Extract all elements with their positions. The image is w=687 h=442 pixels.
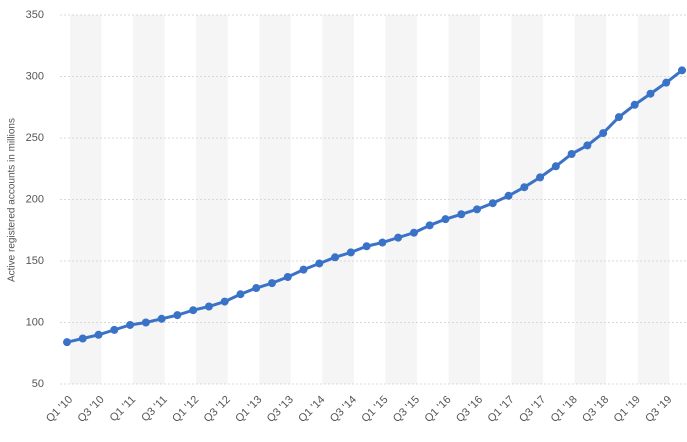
- point: [678, 66, 686, 75]
- point: [425, 221, 434, 230]
- y-tick-label: 50: [32, 378, 44, 390]
- y-tick-label: 100: [26, 316, 44, 328]
- x-tick-label: Q1 '18: [549, 394, 580, 425]
- x-tick-label: Q3 '17: [517, 394, 548, 425]
- y-tick-label: 350: [26, 9, 44, 21]
- x-tick-label: Q3 '12: [202, 394, 233, 425]
- x-tick-label: Q3 '11: [139, 394, 170, 425]
- point: [362, 242, 371, 251]
- line: [66, 69, 683, 344]
- point: [346, 248, 355, 257]
- x-tick-label: Q3 '14: [328, 394, 359, 425]
- point: [189, 306, 198, 315]
- y-tick-label: 200: [26, 193, 44, 205]
- point: [457, 210, 466, 219]
- point: [268, 279, 276, 288]
- point: [646, 89, 655, 98]
- x-tick-label: Q1 '13: [233, 394, 264, 425]
- y-tick-label: 150: [26, 255, 44, 267]
- x-tick-label: Q1 '10: [44, 394, 75, 425]
- point: [394, 233, 403, 242]
- x-tick-label: Q1 '12: [170, 394, 201, 425]
- x-tick-label: Q3 '19: [643, 394, 674, 425]
- y-tick-label: 300: [26, 70, 44, 82]
- point: [409, 228, 418, 237]
- point: [583, 141, 592, 150]
- point: [520, 183, 529, 192]
- x-tick-label: Q3 '18: [580, 394, 611, 425]
- x-tick-label: Q1 '19: [612, 394, 643, 425]
- x-tick-label: Q3 '16: [454, 394, 485, 425]
- point: [567, 149, 576, 158]
- point: [488, 199, 497, 208]
- x-tick-label: Q1 '15: [359, 394, 390, 425]
- point: [473, 205, 481, 214]
- band: [259, 15, 291, 384]
- point: [536, 173, 545, 182]
- point: [662, 78, 671, 87]
- point: [78, 334, 87, 343]
- point: [283, 272, 292, 281]
- y-axis-label: Active registered accounts in millions: [7, 118, 18, 282]
- x-tick-label: Q3 '15: [391, 394, 422, 425]
- point: [141, 318, 150, 327]
- x-tick-label: Q3 '13: [265, 394, 296, 425]
- point: [157, 314, 166, 323]
- point: [126, 320, 135, 329]
- point: [331, 253, 340, 262]
- x-tick-label: Q1 '17: [486, 394, 517, 425]
- point: [504, 191, 513, 200]
- point: [220, 297, 229, 306]
- point: [173, 311, 182, 320]
- point: [614, 113, 623, 122]
- x-tick-label: Q1 '11: [108, 394, 139, 425]
- point: [299, 265, 308, 274]
- point: [236, 290, 245, 299]
- x-tick-label: Q1 '14: [296, 394, 327, 425]
- point: [204, 302, 213, 311]
- point: [441, 215, 450, 224]
- point: [63, 338, 71, 347]
- point: [110, 325, 119, 334]
- point: [599, 129, 608, 138]
- x-tick-label: Q1 '16: [422, 394, 453, 425]
- point: [252, 284, 261, 293]
- point: [378, 238, 387, 247]
- point: [551, 162, 560, 171]
- point: [630, 100, 639, 109]
- point: [315, 259, 324, 268]
- point: [94, 330, 103, 339]
- y-tick-label: 250: [26, 132, 44, 144]
- x-tick-label: Q3 '10: [76, 394, 107, 425]
